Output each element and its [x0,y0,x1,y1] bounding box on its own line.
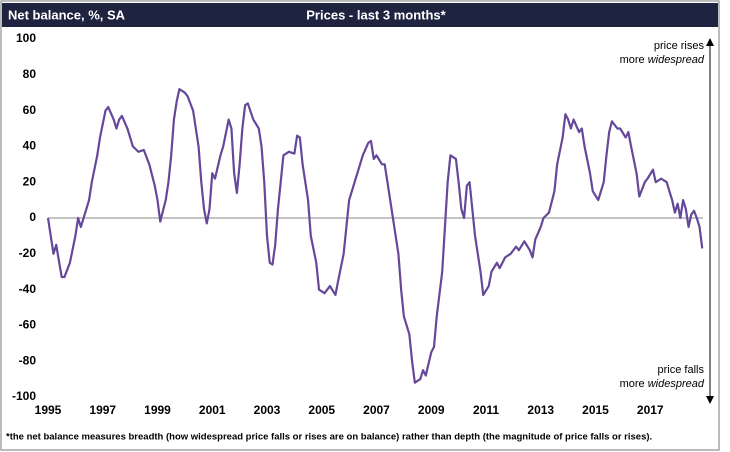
annotation-text: widespread [648,378,705,390]
y-tick-label: 0 [29,210,36,224]
y-axis-label: Net balance, %, SA [8,7,126,22]
x-tick-label: 2005 [308,403,335,417]
header-bar [2,3,718,27]
y-tick-label: 80 [23,67,37,81]
y-tick-label: -100 [12,389,36,403]
y-tick-label: -60 [19,318,37,332]
x-tick-label: 2013 [527,403,554,417]
y-tick-label: 40 [23,139,37,153]
x-tick-label: 2007 [363,403,390,417]
x-tick-label: 1995 [35,403,62,417]
x-tick-label: 1997 [89,403,116,417]
annotation: more widespread [620,378,705,390]
y-tick-label: 100 [16,31,36,45]
footnote: *the net balance measures breadth (how w… [6,432,652,443]
annotation-text: widespread [648,54,705,66]
y-tick-label: 20 [23,174,37,188]
annotation-text: more [620,54,645,66]
y-tick-label: 60 [23,103,37,117]
x-tick-label: 2017 [637,403,664,417]
annotation: more widespread [620,54,705,66]
annotation: price rises [654,40,705,52]
x-tick-label: 2009 [418,403,445,417]
data-line [46,88,704,384]
y-tick-label: -40 [19,282,37,296]
x-tick-label: 1999 [144,403,171,417]
annotation-text: more [620,378,645,390]
x-tick-label: 2003 [254,403,281,417]
chart-title: Prices - last 3 months* [306,7,446,22]
x-tick-label: 2001 [199,403,226,417]
x-tick-label: 2015 [582,403,609,417]
arrow-head-down [706,396,714,404]
y-tick-label: -20 [19,246,37,260]
y-tick-label: -80 [19,353,37,367]
arrow-head-up [706,38,714,46]
x-tick-label: 2011 [473,403,499,417]
annotation: price falls [658,364,705,376]
